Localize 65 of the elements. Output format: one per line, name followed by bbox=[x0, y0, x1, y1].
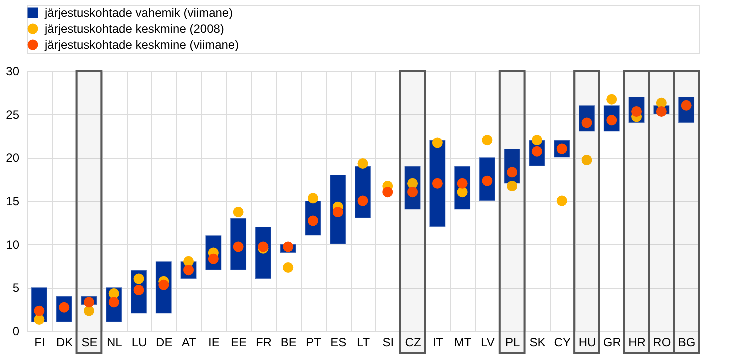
point bbox=[432, 178, 443, 189]
x-tick-label: NL bbox=[106, 336, 123, 350]
point bbox=[184, 256, 194, 267]
point bbox=[308, 193, 318, 204]
y-tick-label: 5 bbox=[12, 281, 20, 296]
y-tick-label: 0 bbox=[12, 324, 20, 338]
point bbox=[158, 280, 170, 290]
y-tick-label: 15 bbox=[6, 194, 20, 208]
point bbox=[208, 254, 219, 264]
x-tick-label: LU bbox=[132, 336, 148, 350]
point bbox=[606, 94, 618, 105]
y-tick-label: 10 bbox=[6, 238, 20, 252]
legend-label: järjestuskohtade vahemik (viimane) bbox=[44, 6, 234, 20]
x-tick-label: IT bbox=[432, 336, 444, 350]
point bbox=[507, 181, 518, 192]
point bbox=[233, 242, 244, 252]
x-tick-label: LV bbox=[481, 336, 495, 350]
point bbox=[656, 106, 667, 117]
x-tick-label: FI bbox=[34, 336, 46, 350]
point bbox=[108, 288, 120, 299]
point bbox=[34, 306, 45, 316]
legend-label: järjestuskohtade keskmine (viimane) bbox=[44, 38, 240, 52]
point bbox=[532, 135, 542, 146]
x-tick-label: CY bbox=[554, 336, 571, 350]
x-tick-label: RO bbox=[653, 336, 672, 350]
y-tick-label: 20 bbox=[6, 151, 20, 166]
x-tick-label: LT bbox=[356, 336, 371, 350]
point bbox=[134, 274, 144, 284]
x-tick-label: PL bbox=[505, 336, 520, 350]
x-tick-label: EE bbox=[231, 336, 248, 350]
point bbox=[283, 262, 294, 273]
y-tick-label: 25 bbox=[6, 108, 20, 122]
point bbox=[84, 297, 94, 308]
x-tick-label: ES bbox=[330, 336, 347, 350]
x-tick-label: HU bbox=[578, 336, 596, 350]
point bbox=[358, 158, 368, 169]
point bbox=[332, 207, 344, 218]
point bbox=[233, 207, 244, 218]
point bbox=[507, 167, 518, 178]
x-tick-label: BG bbox=[678, 336, 696, 350]
x-tick-label: MT bbox=[454, 336, 472, 350]
x-tick-label: AT bbox=[182, 336, 198, 350]
legend-label: järjestuskohtade keskmine (2008) bbox=[44, 22, 224, 36]
point bbox=[382, 187, 394, 198]
point bbox=[84, 306, 94, 316]
point bbox=[358, 196, 368, 206]
point bbox=[283, 242, 294, 252]
x-tick-label: SI bbox=[382, 336, 394, 350]
x-tick-label: DE bbox=[156, 336, 173, 350]
x-tick-label: CZ bbox=[405, 336, 422, 350]
y-tick-label: 30 bbox=[6, 64, 20, 78]
x-tick-label: DK bbox=[56, 336, 74, 350]
x-tick-label: SK bbox=[530, 336, 546, 350]
x-tick-label: IE bbox=[208, 336, 220, 350]
x-tick-label: BE bbox=[280, 336, 297, 350]
point bbox=[34, 314, 45, 325]
point bbox=[582, 155, 592, 166]
x-tick-label: SE bbox=[82, 336, 98, 350]
point bbox=[432, 138, 443, 148]
point bbox=[482, 135, 493, 146]
point bbox=[556, 196, 568, 206]
x-tick-label: PT bbox=[306, 336, 322, 350]
x-tick-label: GR bbox=[603, 336, 622, 350]
x-tick-label: FR bbox=[256, 336, 272, 350]
x-tick-label: HR bbox=[628, 336, 646, 350]
